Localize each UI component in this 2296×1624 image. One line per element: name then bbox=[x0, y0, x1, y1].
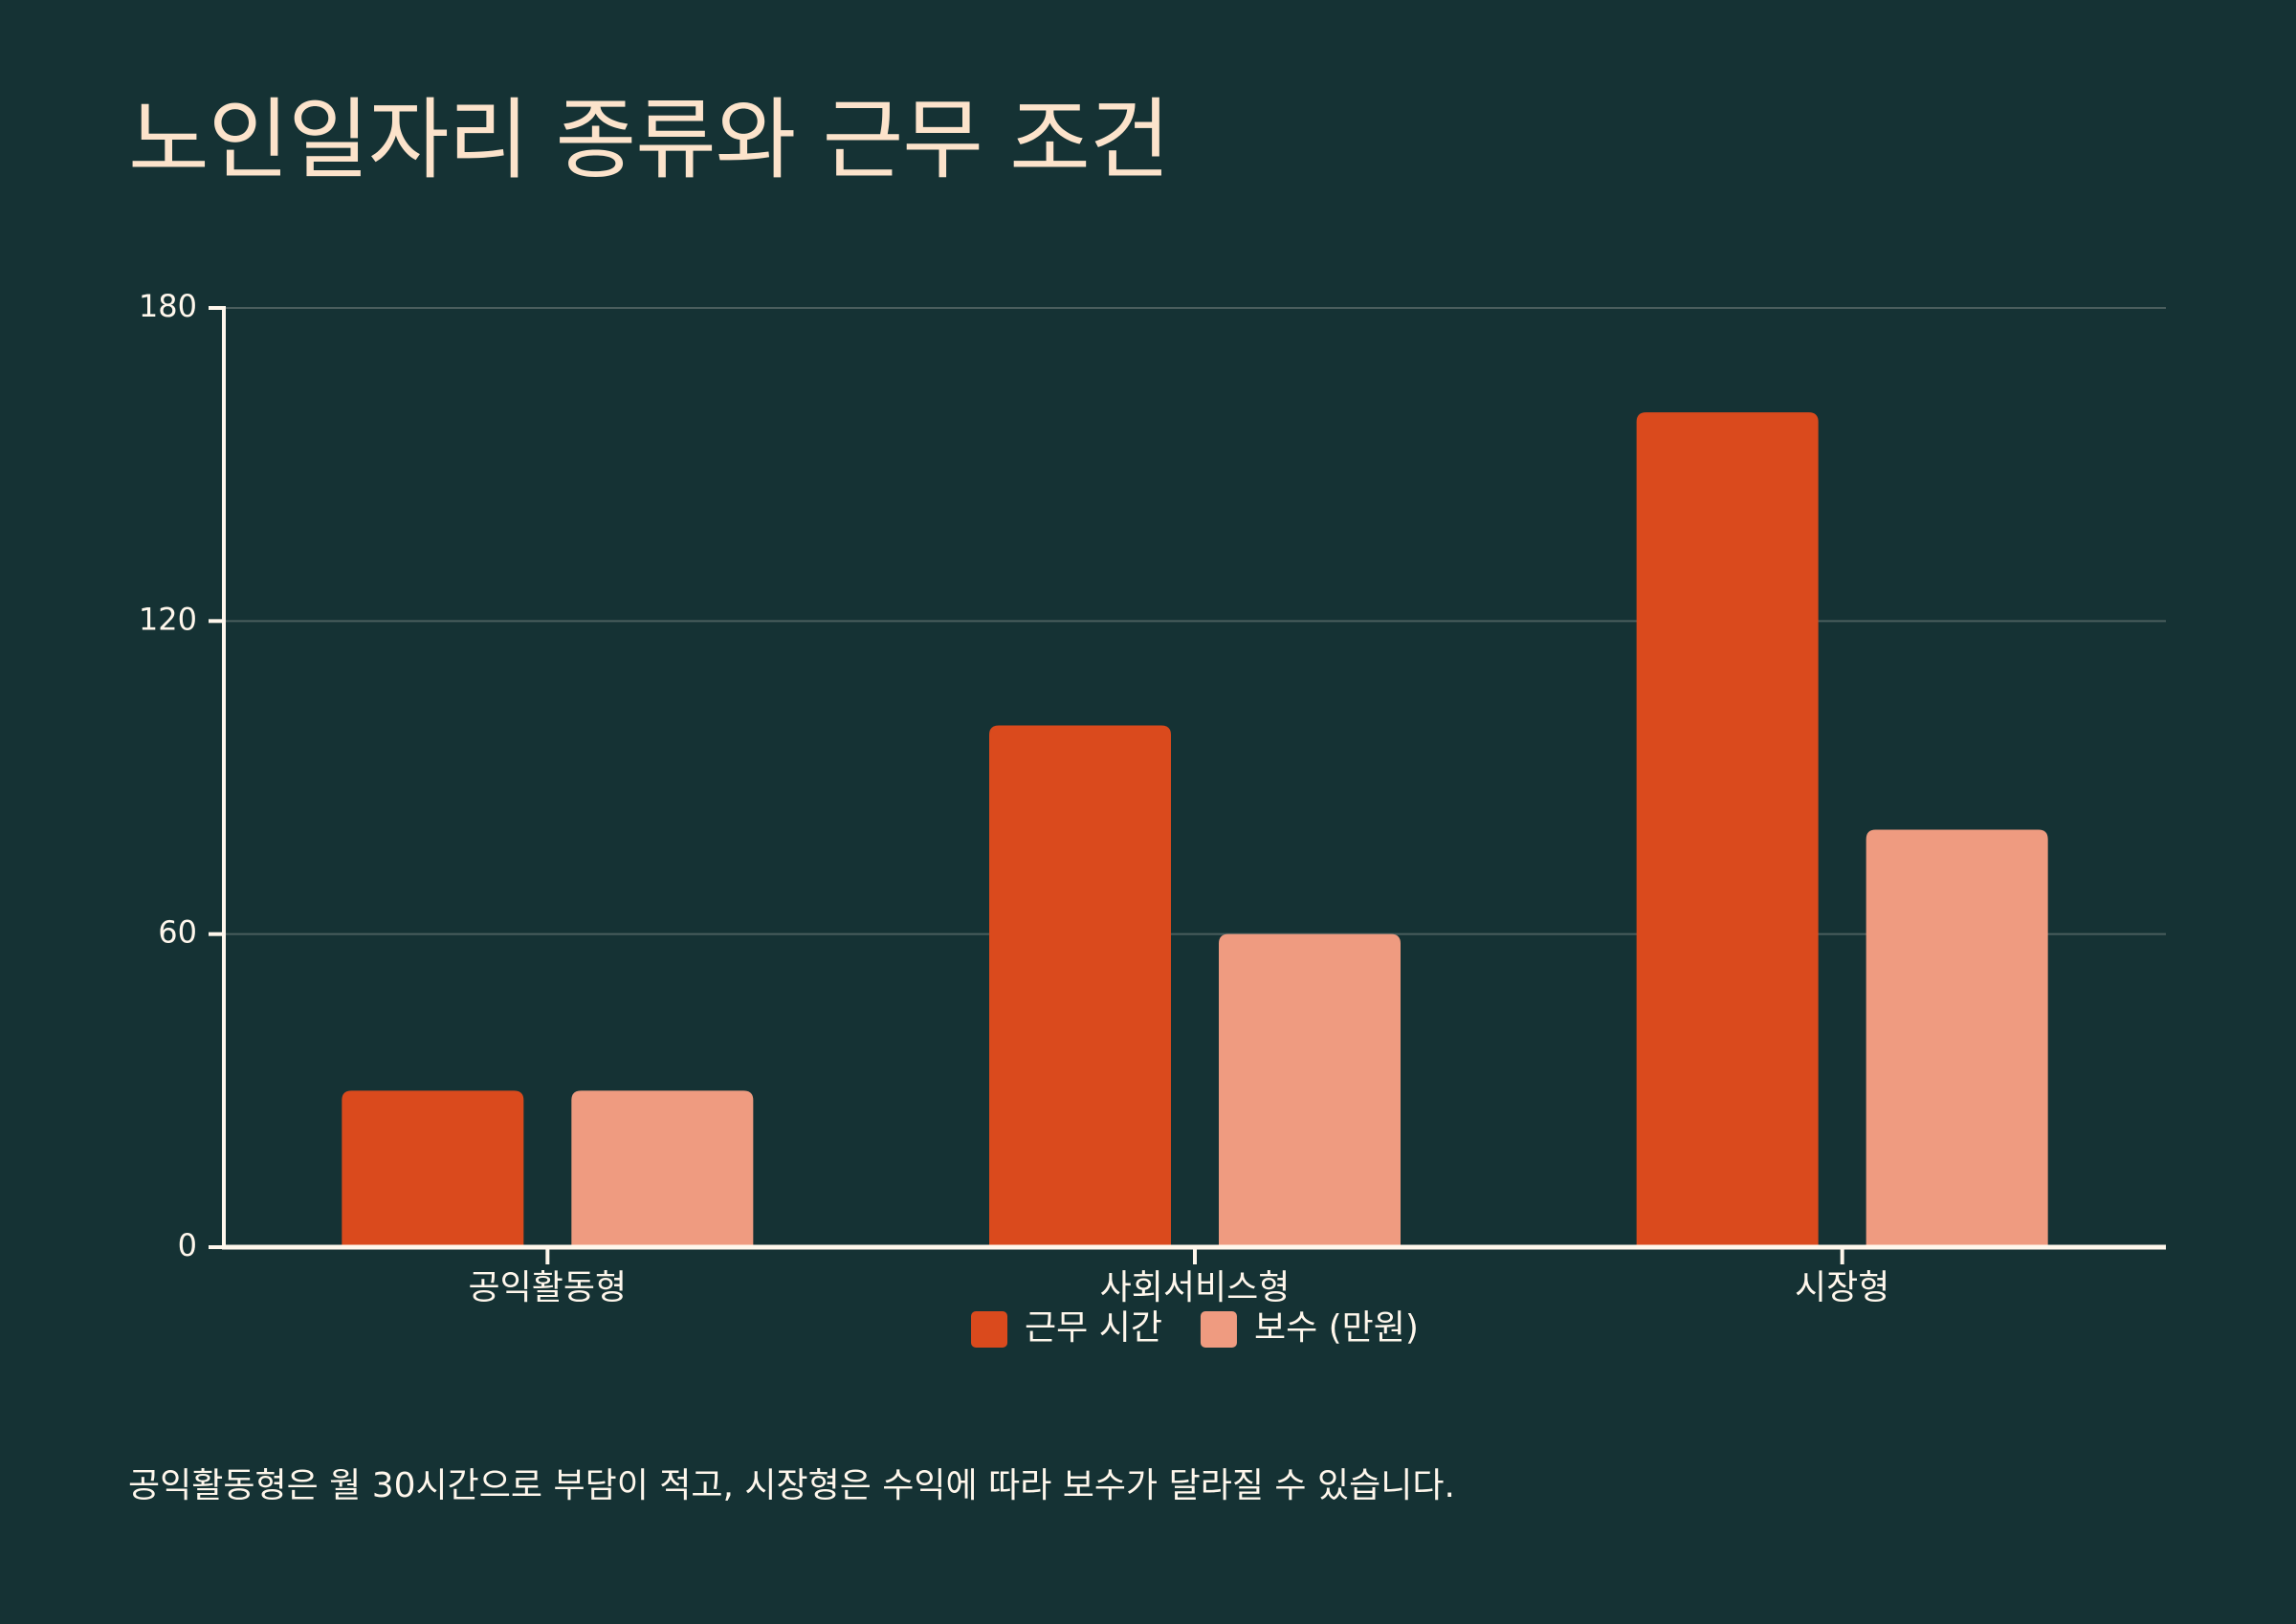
legend-label: 보수 (만원) bbox=[1254, 1308, 1419, 1348]
bar bbox=[1636, 412, 1819, 1248]
legend-label: 근무 시간 bbox=[1025, 1308, 1162, 1348]
bar bbox=[1219, 933, 1401, 1247]
y-tick-label: 120 bbox=[139, 601, 197, 637]
bar bbox=[571, 1090, 754, 1247]
y-tick-label: 0 bbox=[178, 1227, 197, 1263]
x-tick-label: 사회서비스형 bbox=[1100, 1268, 1291, 1307]
y-tick-label: 60 bbox=[158, 914, 197, 951]
x-tick-label: 시장형 bbox=[1795, 1268, 1889, 1307]
y-tick-label: 180 bbox=[139, 288, 197, 324]
legend-swatch bbox=[971, 1311, 1008, 1348]
bar bbox=[342, 1090, 524, 1247]
legend-swatch bbox=[1200, 1311, 1237, 1348]
bar bbox=[989, 725, 1171, 1247]
x-tick-label: 공익활동형 bbox=[469, 1268, 628, 1307]
bar bbox=[1866, 829, 2048, 1247]
chart-footnote: 공익활동형은 월 30시간으로 부담이 적고, 시장형은 수익에 따라 보수가 … bbox=[128, 1466, 1455, 1505]
chart-title: 노인일자리 종류와 근무 조건 bbox=[128, 89, 1170, 191]
